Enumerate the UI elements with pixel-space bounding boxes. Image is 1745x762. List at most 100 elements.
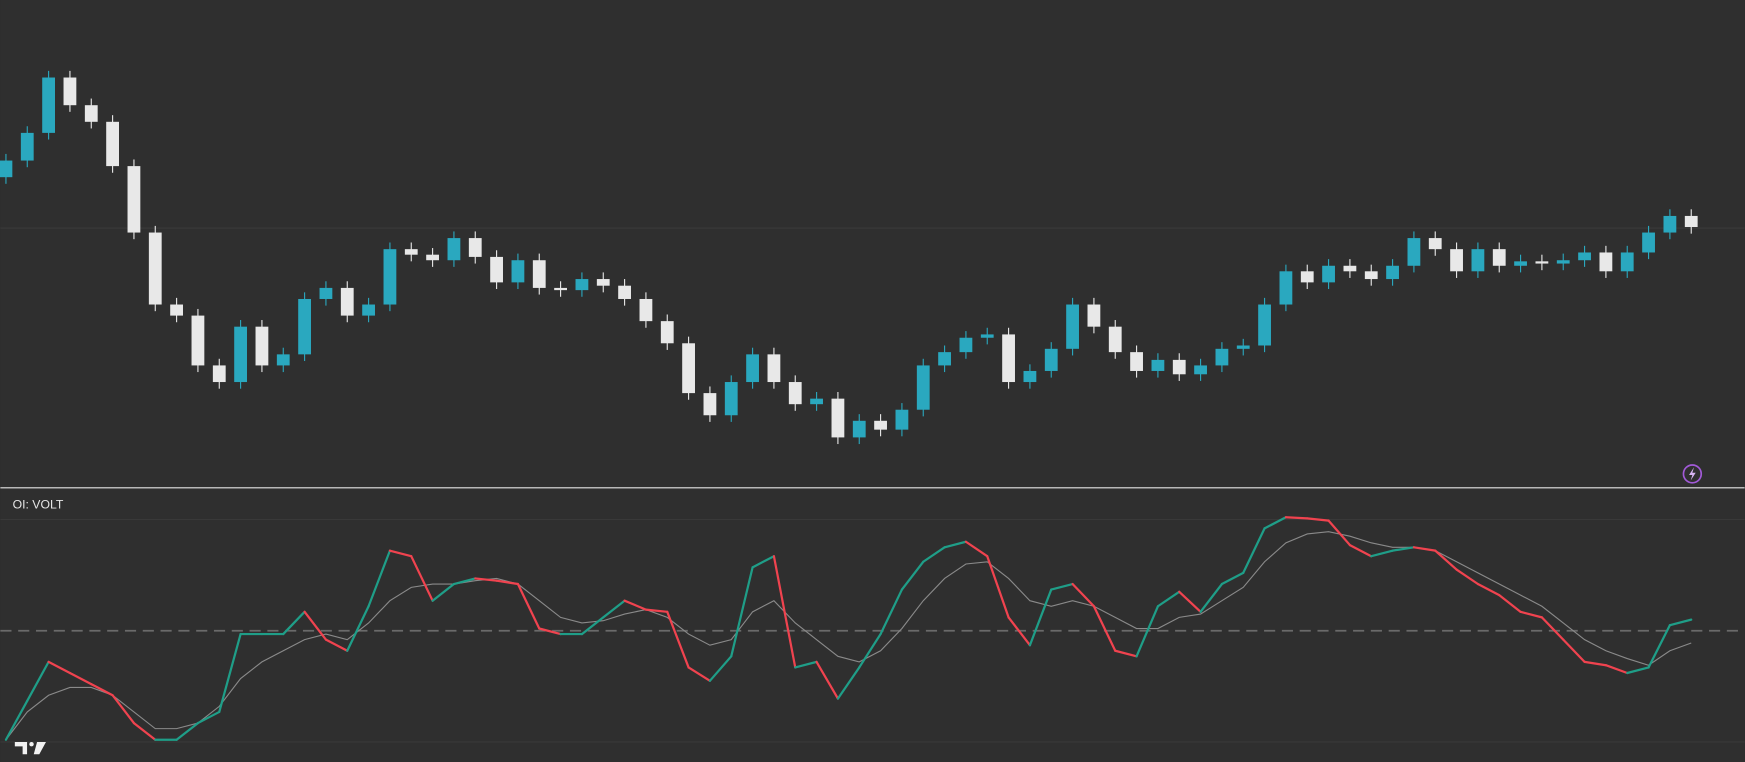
candle-body [447,238,461,261]
logo[interactable] [14,741,46,755]
candle-body [682,343,695,394]
volt-segment [730,566,754,658]
candle-body [20,132,34,161]
candle-body [596,279,610,286]
volt-segment [602,599,626,619]
candle-body [1642,232,1655,253]
volt-segment [282,610,306,636]
volt-segment [623,599,648,611]
volt-segment [324,638,349,652]
volt-segment [218,632,242,714]
volt-segment [1114,649,1138,658]
candle-body [980,334,994,338]
candle-body [1492,249,1506,266]
candle-body [1108,326,1122,353]
candle-body [1322,265,1335,283]
volt-segment [1156,590,1181,608]
candle-body [1002,334,1015,383]
candle-body [1471,249,1485,272]
candle-body [148,232,162,305]
logo-part[interactable] [29,741,34,747]
volt-segment [26,660,50,702]
candle-body [468,238,482,257]
candle-body [532,260,546,288]
candle-body [255,326,269,366]
logo-part[interactable] [14,741,28,755]
volt-segment [90,683,114,697]
logo-part[interactable] [33,741,46,755]
volt-segment [111,694,136,725]
volt-segment [196,710,221,725]
candle-body [1450,249,1463,272]
candle-body [1663,215,1677,233]
volt-segment [879,588,904,636]
candle-body [490,256,503,283]
volt-segment [815,660,840,700]
candle-body [938,352,951,366]
candle-body [874,420,887,430]
volt-segment [132,721,157,741]
candle-body [1556,260,1570,264]
volt-segment [1455,568,1480,586]
candle-body [767,354,781,383]
volt-segment [1348,543,1373,558]
candle-body [618,285,631,299]
volt-segment [495,579,520,586]
volt-segment [1135,605,1160,658]
candle-body [831,398,845,438]
volt-segment [1498,594,1522,613]
volt-segment [303,610,328,641]
candle-body [127,166,141,233]
candle-body [1151,359,1165,371]
volt-segment [836,666,861,700]
volt-segment [1306,517,1330,522]
volt-segment [452,577,477,586]
volt-segment [1391,546,1416,552]
candle-body [0,160,13,178]
candle-body [1684,215,1698,228]
candle-body [788,382,802,405]
candle-body [1300,271,1314,283]
candle-body [1044,348,1058,371]
volt-segment [900,560,925,591]
candle-body [234,326,247,383]
candle-body [1194,365,1207,375]
candle-body [1087,304,1101,327]
volt-segment [47,660,72,675]
volt-segment [1434,549,1458,571]
candle-body [810,398,823,405]
volt-segment [1626,666,1650,675]
candle-body [1215,348,1229,366]
marks [0,70,1745,741]
volt-segment [516,582,541,630]
volt-segment [1071,582,1096,608]
volt-segment [772,555,797,669]
candle-body [746,354,759,383]
candle-body [703,393,717,416]
candle-body [191,315,205,366]
volt-segment [1604,664,1629,675]
volt-segment [1263,516,1288,530]
volt-segment [580,616,605,636]
volt-segment [346,605,370,652]
volt-segment [644,608,669,613]
volt-segment [175,721,200,741]
volt-segment [1284,516,1309,520]
candle-body [1599,252,1613,272]
volt-segment [794,660,818,669]
candle-body [1258,304,1271,346]
candle-body [916,365,930,410]
volt-segment [1242,527,1266,575]
candle-body [426,254,439,261]
volt-segment [410,555,434,602]
volt-segment [1092,605,1117,652]
volt-segment [538,627,562,636]
candle-body [1620,252,1634,272]
alert-icon[interactable] [1682,464,1703,484]
volt-segment [431,582,456,602]
candle-body [170,304,183,316]
alert-bolt[interactable] [1689,467,1696,481]
candle-body [1066,304,1079,349]
candle-body [1364,271,1378,280]
